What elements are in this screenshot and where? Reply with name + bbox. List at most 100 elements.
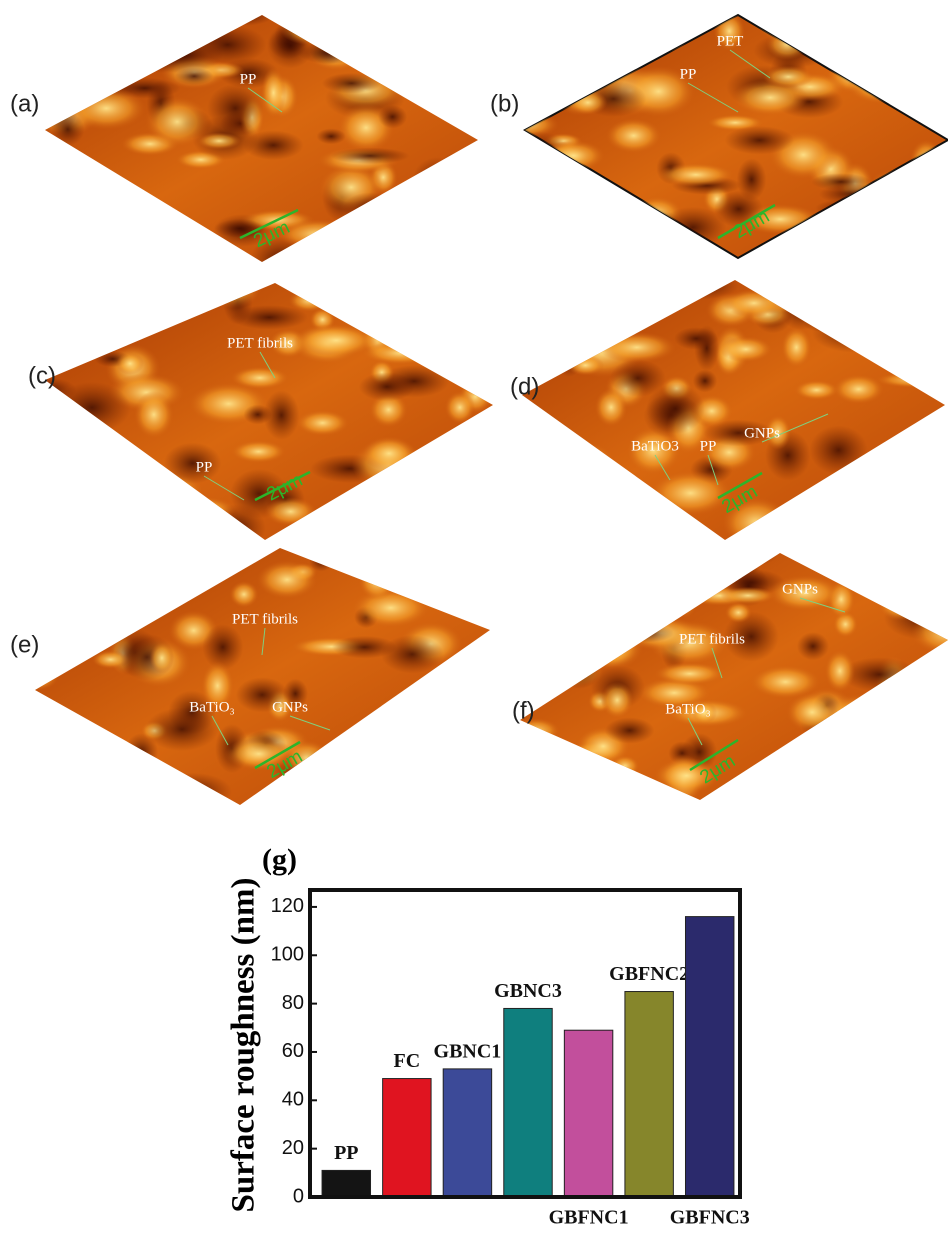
grain [823,38,896,75]
scale-bar [254,740,301,770]
grain [914,735,944,778]
grain [319,784,362,805]
shadow [724,125,795,155]
grain [45,153,60,185]
shadow [882,306,943,346]
shadow [174,67,214,86]
shadow [342,192,398,225]
grain [434,283,493,329]
grain [605,118,662,154]
annotation: PET fibrils [679,631,745,647]
grain [520,769,555,800]
grain [719,336,773,363]
shadow [815,198,881,219]
grain [672,570,699,619]
leader-line [203,475,245,501]
leader-line [259,351,276,379]
bar [624,991,674,1198]
grain [203,283,262,309]
y-tick-label: 20 [282,1137,304,1159]
grain [853,308,882,353]
shadow [573,182,641,231]
grain [45,502,78,540]
shadow [411,207,478,248]
y-axis-label: Surface roughness (nm) [226,878,262,1213]
grain [110,506,149,540]
grain [892,789,926,800]
grain [840,298,886,331]
shadow [779,781,813,800]
leader-line [799,597,846,613]
shadow [558,656,600,689]
grain [45,307,87,346]
grain [224,737,293,771]
shadow [604,717,655,744]
grain [657,162,735,187]
grain [43,706,80,746]
shadow [850,280,876,330]
category-label: GBFNC2 [609,963,689,985]
shadow [530,524,606,540]
shadow [367,738,439,783]
scale-bar [239,208,299,240]
grain [294,323,378,357]
scale-bar [717,471,763,500]
shadow [66,586,138,605]
shadow [80,15,155,42]
grain [48,283,108,307]
grain [864,285,924,336]
grain [924,766,948,800]
grain [391,47,418,67]
leader-line [687,82,739,113]
grain [720,586,776,605]
grain [653,757,720,794]
grain [406,719,440,737]
grain [260,67,287,119]
shadow [266,22,315,69]
grain [676,555,703,605]
grain [280,15,343,46]
leader-line [261,627,266,656]
grain [540,441,615,479]
grain [522,520,565,540]
grain [86,465,167,506]
shadow [705,553,760,582]
shadow [263,390,300,441]
category-label: FC [394,1050,421,1072]
grain [355,727,410,775]
grain [847,707,901,743]
shadow [452,420,493,463]
grain [559,28,595,59]
shadow [235,677,289,713]
shadow [408,478,479,503]
y-tick-label: 100 [271,944,304,966]
y-tick-label: 60 [282,1040,304,1062]
grain [570,29,612,69]
shadow [723,611,779,662]
grain [542,139,605,172]
grain [722,288,786,318]
leader-line [761,413,829,443]
shadow [736,158,767,201]
leader-line [687,717,703,746]
grain [610,755,640,777]
grain [347,207,374,243]
panel-label: (a) [10,90,39,117]
grain [396,734,424,762]
leader-line [211,715,229,746]
shadow [145,707,219,752]
shadow [692,369,718,393]
grain [45,426,74,453]
grain [626,426,681,475]
shadow [631,569,656,608]
annotation: BaTiO₃ [189,699,235,715]
shadow [49,216,109,248]
scale-bar [689,738,739,772]
grain [648,470,733,516]
grain [117,314,172,331]
grain [691,701,718,724]
annotation: PP [196,459,213,475]
grain [141,511,194,540]
grain [732,79,809,116]
leader-line [729,49,771,79]
